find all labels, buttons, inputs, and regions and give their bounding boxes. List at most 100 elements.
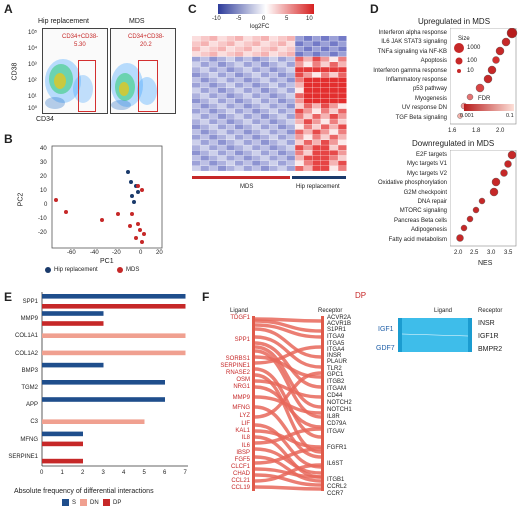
heatmap-cell <box>217 82 227 88</box>
heatmap-cell <box>252 108 261 114</box>
e-bar-s <box>42 294 186 299</box>
heatmap-cell <box>295 108 304 114</box>
e-bar-dp <box>42 458 83 464</box>
heatmap-cell <box>226 36 235 41</box>
heatmap-cell <box>303 129 313 135</box>
heatmap-cell <box>295 62 304 67</box>
e-category-label: SPP1 <box>22 299 38 305</box>
down-term-label: Oxidative phosphorylation <box>377 180 447 187</box>
e-xtick: 0 <box>40 470 44 476</box>
heatmap-cell <box>312 72 321 78</box>
heatmap-cell <box>286 124 295 130</box>
pca-ytick: 40 <box>40 146 47 152</box>
heatmap-cell <box>226 155 235 161</box>
heatmap-cell <box>217 114 227 119</box>
heatmap-cell <box>243 129 252 135</box>
pca-ytick: 30 <box>40 160 47 166</box>
pca-point-mds <box>140 240 144 244</box>
e-category-label: APP <box>25 402 38 409</box>
heatmap-cell <box>260 160 270 166</box>
heatmap-cell <box>217 155 227 161</box>
heatmap-colorbar <box>218 4 314 14</box>
up-dot <box>492 56 500 64</box>
heatmap-cell <box>192 56 201 62</box>
heatmap-cell <box>269 56 278 62</box>
heatmap-cell <box>312 98 321 104</box>
heatmap-cell <box>295 134 304 140</box>
heatmap-cell <box>329 108 338 114</box>
heatmap-cell <box>295 160 304 166</box>
pca-ytick: 10 <box>40 188 47 194</box>
pca-xtick: 20 <box>156 250 163 256</box>
heatmap-cell <box>209 150 218 156</box>
e-legend-s: S <box>72 500 77 506</box>
cbar-tick: 10 <box>306 16 313 22</box>
heatmap-cell <box>338 150 347 156</box>
heatmap-cell <box>312 67 321 73</box>
heatmap-cell <box>217 134 227 140</box>
ytick: 10¹ <box>28 94 37 100</box>
heatmap-cell <box>209 108 218 114</box>
panel-label-e: E <box>4 290 13 304</box>
heatmap-cell <box>200 93 209 99</box>
heatmap-cell <box>243 77 252 83</box>
f-receptor-label: CD79A <box>327 421 347 427</box>
heatmap-cell <box>252 51 261 57</box>
heatmap-cell <box>269 62 278 67</box>
f-ribbon <box>254 327 322 359</box>
heatmap-cell <box>286 36 295 41</box>
heatmap-cell <box>312 166 321 171</box>
heatmap-cell <box>226 160 235 166</box>
heatmap-cell <box>252 155 261 161</box>
heatmap-group-hip: Hip replacement <box>296 184 340 190</box>
heatmap-cell <box>286 166 295 171</box>
up-xtick: 1.8 <box>472 128 481 134</box>
heatmap-cell <box>209 56 218 62</box>
heatmap-cell <box>243 51 252 57</box>
e-bar-dn <box>42 333 186 338</box>
heatmap-cell <box>278 56 287 62</box>
heatmap-cell <box>217 56 227 62</box>
heatmap-cell <box>269 67 278 73</box>
heatmap-cell <box>286 150 295 156</box>
up-dot <box>506 28 518 39</box>
panel-label-c: C <box>188 2 197 16</box>
f-ligand2-igf1: IGF1 <box>378 326 394 333</box>
cbar-tick: -5 <box>236 16 242 22</box>
heatmap-cell <box>235 150 244 156</box>
heatmap-cell <box>312 93 321 99</box>
down-term-label: Pancreas Beta cells <box>393 217 447 224</box>
down-title: Downregulated in MDS <box>412 139 495 148</box>
heatmap-cell <box>235 129 244 135</box>
heatmap-cell <box>303 145 313 151</box>
receptor-header: Receptor <box>318 308 343 314</box>
heatmap-cell <box>192 67 201 73</box>
pca-point-mds <box>140 188 144 192</box>
heatmap-cell <box>200 88 209 93</box>
up-dot <box>475 83 485 93</box>
heatmap-cell <box>235 103 244 109</box>
heatmap-cell <box>321 124 330 130</box>
heatmap-cell <box>338 166 347 171</box>
heatmap-cell <box>303 134 313 140</box>
heatmap-cell <box>235 124 244 130</box>
facs-title-mds: MDS <box>129 18 145 25</box>
f-receptor-label: CD44 <box>327 393 343 399</box>
up-dot <box>466 93 474 101</box>
heatmap-cell <box>303 56 313 62</box>
heatmap-cell <box>200 145 209 151</box>
heatmap-cell <box>321 93 330 99</box>
cbar-tick: 0 <box>262 16 266 22</box>
heatmap-cell <box>269 145 278 151</box>
heatmap-cell <box>192 36 201 41</box>
heatmap-cell <box>260 41 270 47</box>
heatmap-cell <box>200 98 209 104</box>
heatmap-cell <box>303 103 313 109</box>
pca-point-mds <box>138 228 142 232</box>
heatmap-cell <box>260 134 270 140</box>
down-dot <box>466 215 474 223</box>
heatmap-cell <box>312 140 321 145</box>
heatmap-cell <box>260 82 270 88</box>
ytick: 10⁵ <box>28 30 38 36</box>
heatmap-cell <box>295 155 304 161</box>
